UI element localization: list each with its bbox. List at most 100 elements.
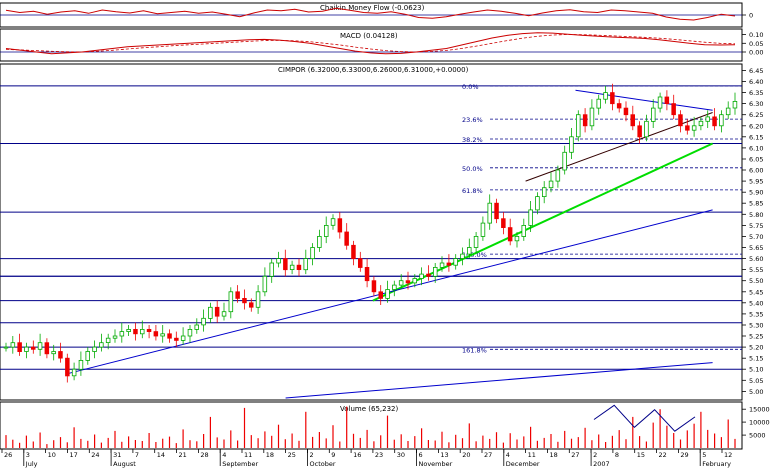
candle-body: [99, 342, 104, 348]
candle-body: [289, 264, 295, 271]
price-tick-label: 5.20: [749, 344, 763, 352]
x-tick-label: 30: [397, 451, 405, 459]
candle-body: [344, 231, 349, 246]
x-tick-label: 29: [680, 451, 688, 459]
candle-body: [596, 98, 602, 109]
candle-body: [678, 114, 683, 127]
candle-body: [51, 351, 56, 355]
macd-tick-label: 0.00: [749, 49, 763, 57]
month-label: July: [25, 460, 38, 468]
candle-body: [616, 103, 622, 109]
x-tick-label: 14: [157, 451, 165, 459]
candle-body: [112, 335, 118, 339]
price-panel-frame: [0, 63, 743, 401]
volume-tick-label: 10000: [749, 419, 770, 427]
x-tick-label: 8: [615, 451, 619, 459]
candle-body: [582, 114, 588, 127]
candle-body: [589, 107, 595, 127]
price-tick-label: 6.15: [749, 133, 763, 141]
cmf-layer: [0, 7, 742, 21]
macd-panel-frame: [0, 28, 743, 62]
candle-body: [78, 359, 84, 370]
candle-body: [630, 114, 636, 127]
fib-level-label: 0.0%: [462, 83, 479, 91]
price-tick-label: 5.70: [749, 233, 763, 241]
candle-body: [310, 247, 315, 260]
candle-body: [201, 317, 206, 326]
candle-body: [58, 351, 63, 359]
candle-body: [473, 235, 479, 248]
x-tick-label: 23: [375, 451, 383, 459]
candle-body: [698, 120, 704, 127]
fib-level-label: 50.0%: [462, 165, 483, 173]
price-tick-label: 6.25: [749, 111, 763, 119]
candle-body: [221, 311, 227, 317]
candle-body: [187, 328, 193, 337]
candle-body: [439, 262, 445, 268]
fib-level-label: 61.8%: [462, 187, 483, 195]
x-tick-label: 7: [135, 451, 139, 459]
cmf-line: [5, 7, 736, 21]
candle-body: [303, 258, 308, 271]
candle-body: [501, 218, 506, 228]
volume-tick-label: 15000: [749, 406, 770, 414]
candle-body: [119, 331, 125, 337]
candle-body: [330, 218, 336, 226]
candle-body: [167, 333, 172, 339]
price-tick-label: 5.15: [749, 355, 763, 363]
candle-body: [644, 120, 649, 138]
x-tick-label: 12: [724, 451, 732, 459]
volume-layer: [5, 404, 736, 448]
support-blue-2: [285, 362, 713, 399]
x-tick-label: 6: [419, 451, 423, 459]
x-tick-label: 16: [353, 451, 361, 459]
price-tick-label: 5.10: [749, 366, 763, 374]
candle-body: [364, 266, 370, 282]
candle-body: [685, 125, 690, 131]
candle-body: [725, 107, 731, 116]
price-tick-label: 5.35: [749, 310, 763, 318]
fib-levels-layer: 0.0% 23.6% 38.2% 50.0% 61.8% 100.0% 161.8%: [462, 83, 742, 354]
candle-body: [521, 224, 527, 237]
candle-body: [160, 333, 165, 337]
candle-body: [323, 224, 329, 237]
price-tick-label: 5.55: [749, 266, 763, 274]
macd-line: [5, 32, 736, 55]
candle-body: [610, 92, 615, 105]
candle-body: [317, 235, 322, 248]
fib-level-label: 100.0%: [462, 251, 487, 259]
candle-body: [30, 346, 36, 350]
x-tick-label: 4: [506, 451, 510, 459]
x-tick-label: 26: [4, 451, 12, 459]
x-tick-label: 11: [244, 451, 252, 459]
candle-body: [419, 273, 424, 279]
x-tick-label: 10: [48, 451, 56, 459]
candle-body: [65, 357, 70, 377]
candle-body: [10, 342, 16, 348]
x-tick-label: 24: [91, 451, 99, 459]
price-tick-label: 5.95: [749, 178, 763, 186]
candle-body: [569, 136, 574, 153]
price-tick-label: 5.65: [749, 244, 763, 252]
candle-body: [603, 92, 608, 100]
candle-body: [732, 101, 738, 109]
candle-body: [426, 273, 431, 277]
price-tick-label: 5.75: [749, 222, 763, 230]
candle-body: [398, 280, 404, 286]
candle-body: [494, 202, 499, 220]
horizontal-lines-layer: [0, 85, 742, 370]
candle-body: [133, 328, 138, 335]
fib-level-label: 23.6%: [462, 116, 483, 124]
macd-title: MACD (0.04128): [340, 32, 398, 40]
candle-body: [637, 125, 642, 138]
candle-body: [283, 258, 288, 271]
price-tick-label: 5.60: [749, 255, 763, 263]
candle-body: [296, 264, 302, 271]
candle-body: [542, 187, 547, 197]
candle-body: [153, 331, 159, 337]
fib-level-label: 38.2%: [462, 136, 483, 144]
price-tick-label: 5.90: [749, 189, 763, 197]
candle-body: [357, 258, 363, 268]
candle-body: [466, 247, 472, 255]
